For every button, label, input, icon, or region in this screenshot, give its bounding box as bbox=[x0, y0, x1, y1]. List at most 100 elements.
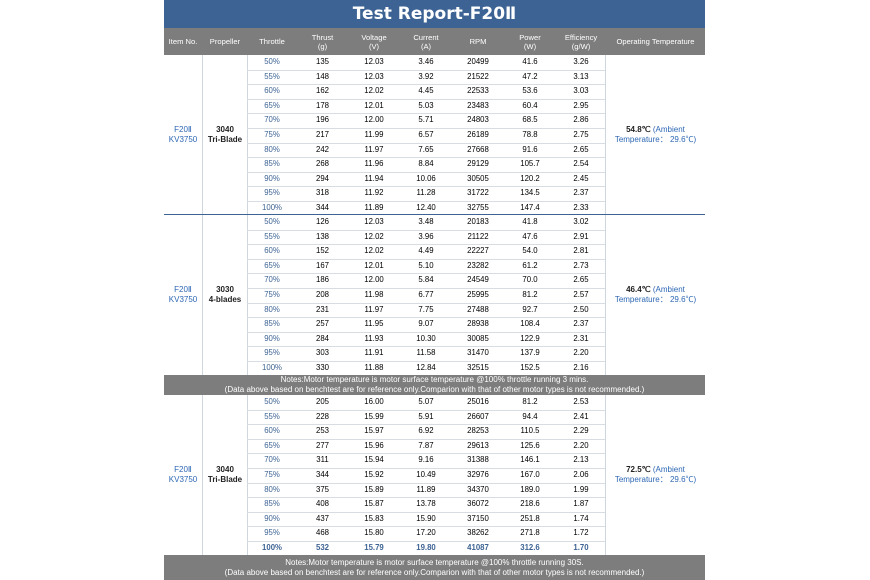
column-divider bbox=[605, 215, 606, 376]
cell-rpm: 21122 bbox=[467, 231, 489, 241]
cell-thrust: 468 bbox=[315, 528, 329, 538]
cell-current: 13.78 bbox=[416, 499, 436, 509]
cell-power: 146.1 bbox=[520, 455, 540, 465]
cell-throttle: 80% bbox=[264, 304, 280, 314]
cell-current: 17.20 bbox=[416, 528, 436, 538]
table-row: 70% 186 12.00 5.84 24549 70.0 2.65 bbox=[247, 273, 605, 289]
cell-efficiency: 3.26 bbox=[573, 57, 589, 66]
cell-power: 137.9 bbox=[520, 348, 540, 358]
header-label: Efficiency bbox=[564, 32, 598, 42]
cell-throttle: 90% bbox=[264, 333, 280, 343]
header-label: Throttle bbox=[259, 37, 285, 46]
cell-current: 6.77 bbox=[418, 290, 434, 299]
cell-voltage: 12.01 bbox=[364, 260, 384, 270]
cell-efficiency: 2.53 bbox=[573, 397, 589, 406]
cell-current: 7.65 bbox=[418, 144, 434, 154]
propeller-size: 3030 bbox=[216, 285, 234, 295]
cell-efficiency: 2.16 bbox=[573, 363, 589, 372]
cell-voltage: 11.94 bbox=[364, 173, 384, 183]
cell-rpm: 41087 bbox=[467, 543, 489, 552]
cell-throttle: 55% bbox=[264, 231, 280, 241]
header-label: Power bbox=[519, 32, 541, 42]
temperature-value: 54.8℃ (Ambient bbox=[626, 125, 685, 135]
cell-voltage: 15.96 bbox=[364, 440, 384, 450]
header-propeller: Propeller bbox=[203, 28, 247, 55]
table-row: 50% 205 16.00 5.07 25016 81.2 2.53 bbox=[247, 395, 605, 411]
cell-throttle: 50% bbox=[264, 397, 280, 406]
cell-efficiency: 2.95 bbox=[573, 100, 589, 110]
cell-current: 15.90 bbox=[416, 513, 436, 523]
cell-voltage: 12.02 bbox=[364, 246, 384, 256]
propeller: 3040 Tri-Blade bbox=[203, 395, 247, 556]
column-divider bbox=[202, 55, 203, 216]
cell-power: 110.5 bbox=[520, 426, 540, 436]
cell-power: 92.7 bbox=[522, 304, 538, 314]
cell-efficiency: 2.37 bbox=[573, 188, 589, 198]
cell-current: 8.84 bbox=[418, 159, 434, 169]
cell-power: 108.4 bbox=[520, 319, 540, 329]
column-divider bbox=[247, 55, 248, 216]
cell-throttle: 50% bbox=[264, 217, 280, 226]
cell-current: 10.06 bbox=[416, 173, 436, 183]
propeller-size: 3040 bbox=[216, 125, 234, 135]
cell-current: 19.80 bbox=[416, 543, 436, 552]
column-divider bbox=[605, 55, 606, 216]
table-row: 75% 208 11.98 6.77 25995 81.2 2.57 bbox=[247, 288, 605, 304]
cell-current: 10.30 bbox=[416, 333, 436, 343]
table-row: 65% 178 12.01 5.03 23483 60.4 2.95 bbox=[247, 99, 605, 115]
cell-throttle: 55% bbox=[264, 411, 280, 421]
cell-thrust: 162 bbox=[315, 86, 329, 96]
cell-efficiency: 2.13 bbox=[573, 455, 589, 465]
cell-voltage: 11.91 bbox=[364, 348, 384, 358]
cell-voltage: 11.97 bbox=[364, 144, 384, 154]
cell-voltage: 12.00 bbox=[364, 275, 384, 285]
cell-rpm: 25995 bbox=[467, 290, 489, 299]
cell-thrust: 284 bbox=[315, 333, 329, 343]
table-row: 80% 242 11.97 7.65 27668 91.6 2.65 bbox=[247, 143, 605, 159]
cell-throttle: 100% bbox=[262, 543, 282, 552]
table-row: 60% 253 15.97 6.92 28253 110.5 2.29 bbox=[247, 424, 605, 440]
cell-voltage: 15.92 bbox=[364, 470, 384, 479]
cell-power: 68.5 bbox=[522, 115, 538, 125]
cell-power: 41.8 bbox=[522, 217, 538, 226]
temperature-reading: 46.4℃ bbox=[626, 285, 651, 295]
table-row: 90% 437 15.83 15.90 37150 251.8 1.74 bbox=[247, 512, 605, 528]
note-disclaimer: (Data above based on benchtest are for r… bbox=[224, 567, 645, 577]
table-row: 65% 167 12.01 5.10 23282 61.2 2.73 bbox=[247, 259, 605, 275]
table-row: 70% 311 15.94 9.16 31388 146.1 2.13 bbox=[247, 453, 605, 469]
cell-efficiency: 2.73 bbox=[573, 260, 589, 270]
table-row: 80% 231 11.97 7.75 27488 92.7 2.50 bbox=[247, 303, 605, 319]
cell-efficiency: 2.29 bbox=[573, 426, 589, 436]
ambient-temperature: Temperature： 29.6℃) bbox=[614, 295, 697, 305]
cell-current: 6.92 bbox=[418, 426, 434, 436]
cell-power: 47.2 bbox=[522, 71, 538, 81]
cell-power: 105.7 bbox=[520, 159, 540, 169]
test-section: F20Ⅱ KV3750 3040 Tri-Blade 54.8℃ (Ambient Tem… bbox=[164, 55, 705, 216]
cell-rpm: 23282 bbox=[467, 260, 489, 270]
cell-thrust: 330 bbox=[315, 363, 329, 372]
cell-voltage: 11.99 bbox=[364, 130, 384, 139]
header-current: Current (A) bbox=[400, 28, 452, 55]
cell-voltage: 11.97 bbox=[364, 304, 384, 314]
propeller-size: 3040 bbox=[216, 465, 234, 475]
table-header: Item No. Propeller Throttle Thrust (g) Voltag… bbox=[164, 28, 705, 55]
cell-throttle: 85% bbox=[264, 319, 280, 329]
cell-rpm: 30505 bbox=[467, 173, 489, 183]
cell-voltage: 15.83 bbox=[364, 513, 384, 523]
test-report-sheet: Test Report-F20Ⅱ Item No. Propeller Thrott… bbox=[164, 0, 705, 580]
cell-efficiency: 2.50 bbox=[573, 304, 589, 314]
cell-rpm: 31388 bbox=[467, 455, 489, 465]
cell-rpm: 26189 bbox=[467, 130, 489, 139]
header-unit: (W) bbox=[523, 41, 537, 51]
cell-efficiency: 1.99 bbox=[573, 484, 589, 494]
propeller-type: 4-blades bbox=[208, 295, 242, 305]
cell-efficiency: 2.91 bbox=[573, 231, 589, 241]
cell-efficiency: 2.20 bbox=[573, 440, 589, 450]
cell-rpm: 20499 bbox=[467, 57, 489, 66]
cell-throttle: 80% bbox=[264, 484, 280, 494]
cell-thrust: 303 bbox=[315, 348, 329, 358]
cell-power: 41.6 bbox=[522, 57, 538, 66]
propeller: 3040 Tri-Blade bbox=[203, 55, 247, 216]
table-row: 55% 138 12.02 3.96 21122 47.6 2.91 bbox=[247, 230, 605, 246]
cell-efficiency: 2.65 bbox=[573, 144, 589, 154]
